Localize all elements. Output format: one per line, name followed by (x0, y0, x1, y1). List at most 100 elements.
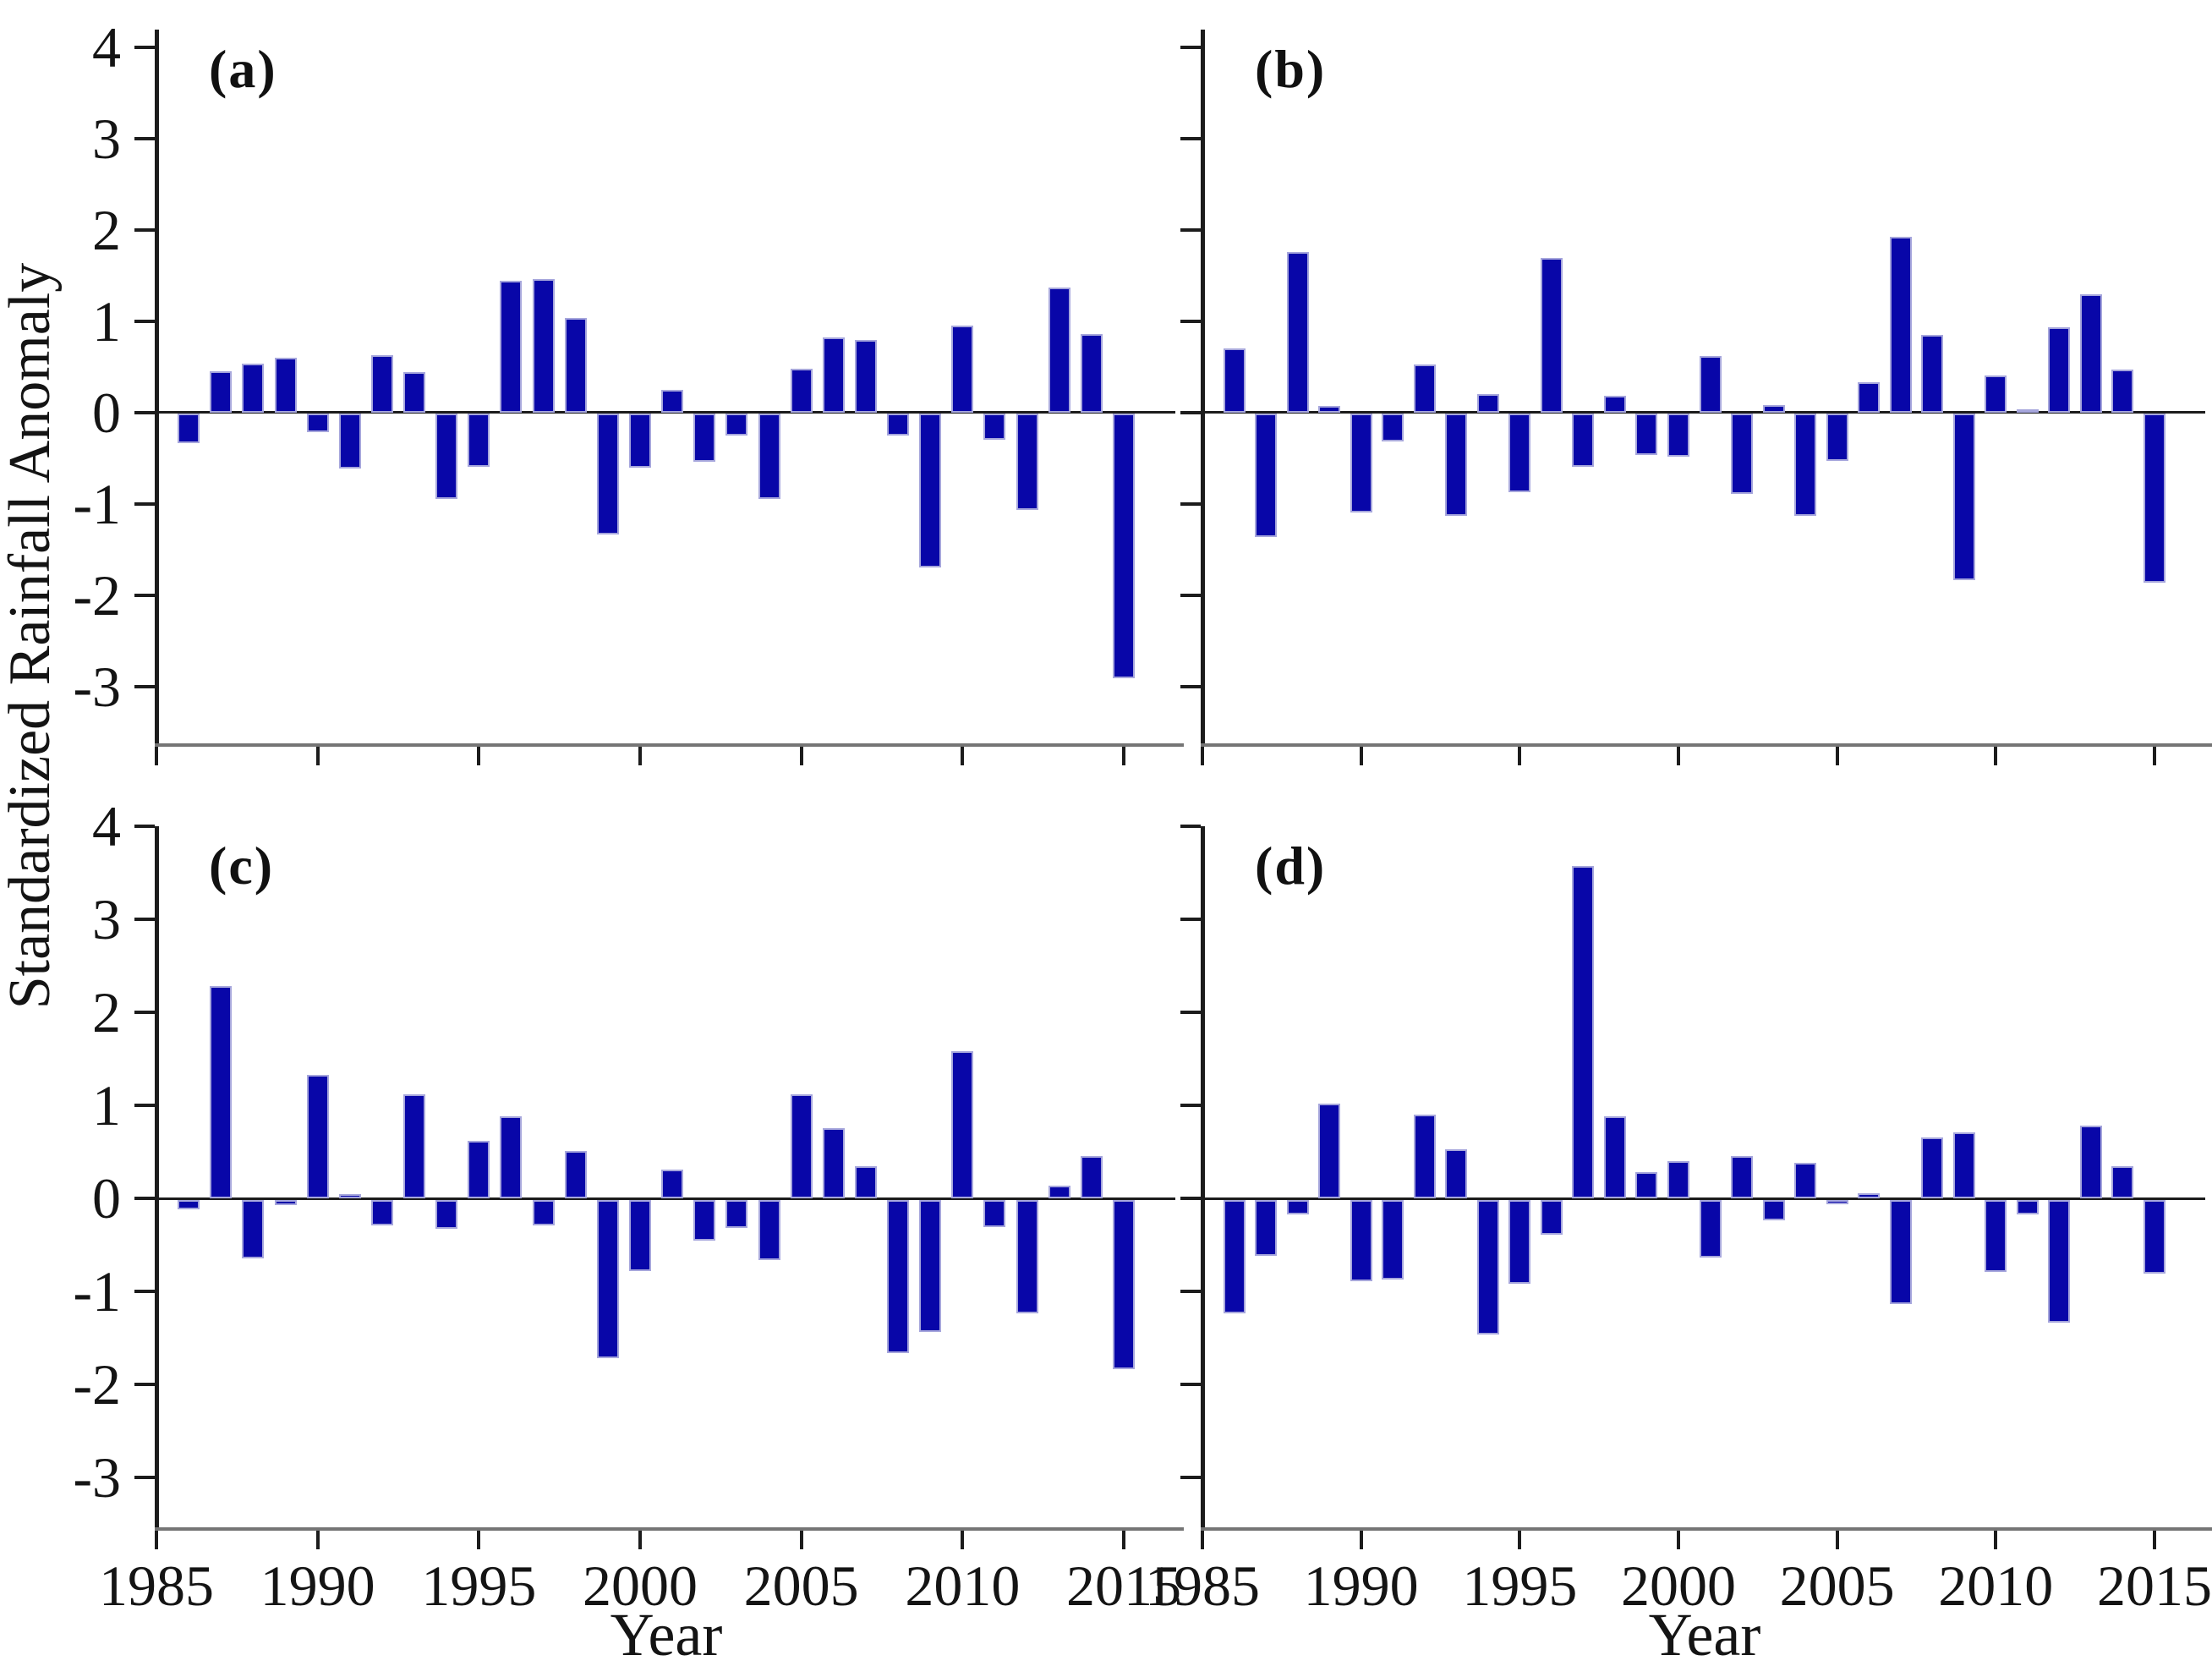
y-tick-label: 1 (92, 288, 121, 353)
x-tick (1359, 747, 1363, 765)
bar-2008 (887, 414, 910, 436)
bar-1998 (1603, 396, 1626, 413)
y-tick (134, 1197, 155, 1201)
y-tick-label: 1 (92, 1073, 121, 1138)
bar-1991 (1382, 414, 1404, 441)
y-axis-line (1201, 826, 1205, 1531)
x-tick (477, 1531, 481, 1549)
y-tick (134, 501, 155, 506)
x-tick-label: 2000 (1620, 1554, 1736, 1618)
bar-2006 (822, 1127, 845, 1199)
bar-2001 (1699, 1199, 1722, 1258)
bar-2014 (2111, 369, 2134, 413)
bar-2011 (2016, 1199, 2039, 1215)
y-tick (1180, 1383, 1201, 1387)
bar-2009 (919, 414, 942, 567)
bar-2003 (1762, 1199, 1785, 1220)
bar-2006 (822, 337, 845, 413)
bar-1990 (306, 414, 329, 432)
x-tick (638, 1531, 642, 1549)
x-tick (799, 747, 803, 765)
y-tick (1180, 227, 1201, 232)
x-tick (1676, 1531, 1680, 1549)
bar-1998 (1603, 1116, 1626, 1199)
bar-2012 (2048, 1199, 2071, 1323)
x-tick (961, 747, 965, 765)
bar-1996 (1540, 258, 1563, 413)
panel-a-label: (a) (209, 39, 277, 99)
x-tick (2152, 1531, 2156, 1549)
bar-1989 (274, 1199, 297, 1206)
bar-1997 (1572, 414, 1595, 467)
bar-2003 (725, 1199, 748, 1228)
bar-1992 (1413, 1115, 1436, 1199)
y-tick (1180, 593, 1201, 597)
bar-1994 (435, 414, 458, 499)
zero-line (156, 411, 1175, 414)
zero-line (1202, 411, 2205, 414)
bar-2014 (2111, 1165, 2134, 1199)
x-tick-label: 1990 (260, 1554, 375, 1618)
panel-d-label: (d) (1255, 836, 1327, 896)
panel-c-label: (c) (209, 836, 275, 896)
x-tick (638, 747, 642, 765)
bar-2015 (2143, 1199, 2165, 1274)
bar-1994 (1476, 394, 1499, 413)
x-tick-label: 2010 (1938, 1554, 2054, 1618)
bar-2005 (1826, 414, 1848, 462)
bar-2012 (2048, 327, 2071, 413)
bar-2001 (661, 1170, 684, 1199)
y-tick (134, 1011, 155, 1015)
bar-1990 (1350, 414, 1372, 512)
bar-2002 (1731, 414, 1754, 495)
y-tick-label: 3 (92, 887, 121, 952)
bar-2002 (1731, 1155, 1754, 1199)
x-tick (1994, 747, 1998, 765)
bar-1988 (242, 1199, 265, 1258)
bar-2002 (693, 1199, 716, 1241)
y-tick (134, 136, 155, 140)
x-tick (1676, 747, 1680, 765)
bar-2000 (1667, 414, 1689, 457)
bar-1998 (564, 1151, 587, 1199)
zero-line (156, 1197, 1175, 1200)
y-tick-label: -1 (73, 1259, 121, 1324)
x-tick (1518, 747, 1522, 765)
bar-1991 (1382, 1199, 1404, 1280)
x-tick (315, 1531, 320, 1549)
bar-1989 (1318, 1103, 1341, 1199)
bar-2010 (951, 326, 974, 413)
bar-1994 (435, 1199, 458, 1229)
bar-2000 (1667, 1161, 1689, 1199)
x-tick (1201, 1531, 1204, 1549)
bar-2010 (951, 1051, 974, 1199)
bar-1994 (1476, 1199, 1499, 1335)
bar-2014 (1080, 1155, 1103, 1199)
y-tick-label: 3 (92, 106, 121, 171)
bar-1990 (1350, 1199, 1372, 1282)
x-tick (477, 747, 481, 765)
x-tick (1835, 1531, 1839, 1549)
bar-1999 (1635, 414, 1658, 455)
x-tick (1835, 747, 1839, 765)
bar-2004 (1794, 414, 1817, 517)
bar-2013 (1048, 287, 1070, 413)
bar-2010 (1985, 375, 2007, 413)
x-axis-title-right: Year (1648, 1601, 1761, 1669)
bar-2013 (2079, 294, 2102, 413)
x-tick (1359, 1531, 1363, 1549)
bar-2013 (2079, 1126, 2102, 1199)
bar-1986 (178, 1199, 200, 1209)
y-tick (1180, 1290, 1201, 1294)
y-tick-label: -3 (73, 654, 121, 719)
x-tick-label: 2005 (1779, 1554, 1895, 1618)
y-tick (134, 684, 155, 688)
bar-2011 (2016, 409, 2039, 414)
y-axis-line (1201, 30, 1205, 747)
bar-1993 (403, 372, 426, 413)
y-tick-label: 0 (92, 380, 121, 445)
y-tick (134, 593, 155, 597)
bar-2012 (1016, 414, 1038, 510)
y-tick (1180, 1011, 1201, 1015)
